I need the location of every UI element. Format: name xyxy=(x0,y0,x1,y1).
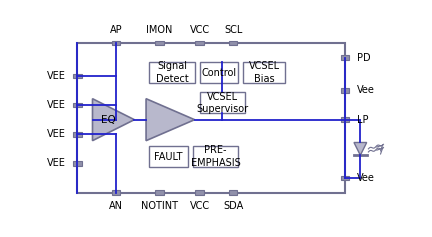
Text: NOTINT: NOTINT xyxy=(141,201,178,211)
Bar xyxy=(77,43,345,193)
Bar xyxy=(341,88,349,93)
Bar xyxy=(193,146,238,167)
Bar xyxy=(341,176,349,180)
Text: EQ: EQ xyxy=(101,115,116,125)
Bar xyxy=(112,190,120,195)
Bar xyxy=(200,62,238,83)
Bar xyxy=(229,190,237,195)
Bar xyxy=(341,55,349,60)
Polygon shape xyxy=(354,142,367,155)
Text: LP: LP xyxy=(357,115,368,125)
Text: VCC: VCC xyxy=(190,201,210,211)
Text: AN: AN xyxy=(109,201,123,211)
Text: PRE-
EMPHASIS: PRE- EMPHASIS xyxy=(191,146,241,168)
Bar xyxy=(73,74,82,78)
Bar xyxy=(243,62,285,83)
Bar xyxy=(149,62,194,83)
Bar xyxy=(112,41,120,45)
Text: VEE: VEE xyxy=(47,71,66,81)
Text: VCC: VCC xyxy=(190,25,210,35)
Bar xyxy=(229,41,237,45)
Text: VCSEL
Supervisor: VCSEL Supervisor xyxy=(196,92,248,114)
Text: IMON: IMON xyxy=(146,25,173,35)
Text: Vee: Vee xyxy=(357,86,375,96)
Text: AP: AP xyxy=(110,25,122,35)
Text: VEE: VEE xyxy=(47,100,66,110)
Text: Vee: Vee xyxy=(357,173,375,183)
Text: PD: PD xyxy=(357,53,371,63)
Bar xyxy=(155,190,164,195)
Polygon shape xyxy=(92,99,134,141)
Text: SCL: SCL xyxy=(224,25,242,35)
Polygon shape xyxy=(146,99,194,141)
Text: FAULT: FAULT xyxy=(154,152,183,162)
Text: Signal
Detect: Signal Detect xyxy=(156,61,188,84)
Bar xyxy=(195,190,204,195)
Bar xyxy=(73,103,82,107)
Bar xyxy=(341,117,349,122)
Text: SDA: SDA xyxy=(223,201,243,211)
Bar xyxy=(195,41,204,45)
Bar xyxy=(149,146,188,167)
Bar xyxy=(73,161,82,166)
Bar xyxy=(155,41,164,45)
Bar xyxy=(73,132,82,137)
Bar xyxy=(200,92,245,113)
Text: Control: Control xyxy=(201,68,236,78)
Text: VEE: VEE xyxy=(47,159,66,169)
Text: VEE: VEE xyxy=(47,129,66,139)
Text: VCSEL
Bias: VCSEL Bias xyxy=(248,61,280,84)
